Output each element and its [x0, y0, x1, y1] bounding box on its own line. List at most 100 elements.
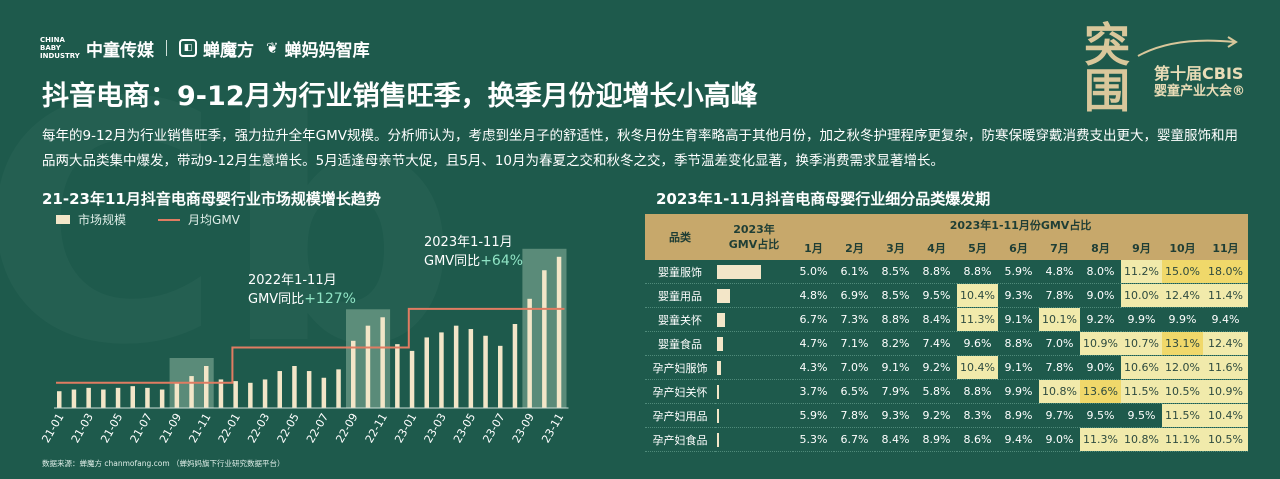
- month-header: 10月: [1162, 236, 1203, 260]
- gmv-cell: 8.8%: [881, 313, 910, 326]
- gmv-cell: 9.0%: [1086, 289, 1115, 302]
- header-group: 2023年1-11月份GMV占比: [793, 214, 1249, 236]
- gmv-cell: 9.1%: [1004, 313, 1033, 326]
- gmv-cell: 15.0%: [1162, 260, 1203, 284]
- monthly-gmv-line: [56, 307, 565, 384]
- x-tick-label: 21-05: [98, 411, 125, 445]
- gmv-cell: 5.8%: [922, 385, 951, 398]
- x-tick-label: 23-07: [480, 411, 507, 445]
- gmv-cell: 4.7%: [799, 337, 828, 350]
- share-bar: [717, 312, 726, 327]
- bar-mark: [483, 335, 488, 408]
- annotation-2022-line1: 2022年1-11月: [248, 273, 337, 288]
- header-logos: CHINA BABY INDUSTRY 中童传媒 ◧ 蝉魔方 ❦ 蝉妈妈智库: [40, 34, 370, 62]
- gmv-cell: 6.7%: [799, 313, 828, 326]
- gmv-cell: 5.0%: [799, 265, 828, 278]
- logo-chanmofang: ◧ 蝉魔方: [179, 36, 254, 61]
- bar-mark: [86, 387, 91, 408]
- month-header: 6月: [998, 236, 1039, 260]
- bar-mark: [248, 382, 253, 408]
- bar-mark: [365, 325, 371, 408]
- x-tick-label: 22-05: [275, 411, 302, 445]
- bar-mark: [71, 389, 77, 408]
- gmv-cell: 8.8%: [1004, 337, 1033, 350]
- bar-mark: [468, 329, 474, 408]
- gmv-cell: 3.7%: [799, 385, 828, 398]
- gmv-cell: 8.8%: [963, 385, 992, 398]
- bar-mark: [512, 324, 518, 408]
- bar-mark: [424, 337, 429, 408]
- bar-mark: [115, 387, 121, 408]
- bar-mark: [395, 344, 400, 408]
- logo-chanmofang-text: 蝉魔方: [203, 40, 254, 61]
- gmv-cell: 9.9%: [1004, 385, 1033, 398]
- header-share: 2023年 GMV占比: [715, 214, 793, 260]
- gmv-cell: 11.6%: [1203, 355, 1249, 380]
- logo-divider: [166, 40, 167, 56]
- bar-mark: [498, 345, 503, 408]
- share-cell: [715, 308, 793, 332]
- table-row: 婴童服饰 5.0% 6.1% 8.5% 8.8% 8.8% 5.9% 4.8% 8.0% 11.2…: [645, 260, 1249, 284]
- share-cell: [715, 404, 793, 428]
- gmv-cell: 9.5%: [922, 289, 951, 302]
- chanmama-icon: ❦: [266, 39, 279, 57]
- month-header: 4月: [916, 236, 957, 260]
- month-header-row: 1月 2月 3月 4月 5月 6月 7月 8月 9月 10月 11月: [645, 236, 1249, 260]
- annotation-2023: 2023年1-11月 GMV同比+64%: [424, 234, 523, 271]
- gmv-cell: 9.3%: [881, 409, 910, 422]
- gmv-cell: 8.8%: [963, 265, 992, 278]
- legend-bar-label: 市场规模: [78, 213, 127, 227]
- gmv-cell: 9.6%: [963, 337, 992, 350]
- gmv-cell: 9.2%: [922, 409, 951, 422]
- gmv-cell: 7.3%: [840, 313, 869, 326]
- x-tick-label: 23-01: [392, 411, 419, 445]
- gmv-cell: 9.0%: [1045, 433, 1074, 446]
- gmv-cell: 8.9%: [922, 433, 951, 446]
- logo-chanmama: ❦ 蝉妈妈智库: [266, 36, 370, 61]
- annotation-2022-line2: GMV同比: [248, 292, 305, 307]
- bar-mark: [204, 366, 209, 408]
- gmv-cell: 12.0%: [1162, 355, 1203, 380]
- gmv-cell: 10.5%: [1203, 427, 1249, 452]
- bar-mark: [321, 377, 327, 408]
- arrow-swoosh-icon: [1137, 36, 1238, 57]
- gmv-cell: 9.0%: [1086, 361, 1115, 374]
- gmv-cell: 10.8%: [1121, 427, 1162, 452]
- x-tick-label: 21-09: [157, 411, 184, 445]
- left-chart-title: 21-23年11月抖音电商母婴行业市场规模增长趋势: [42, 190, 381, 208]
- gmv-cell: 9.5%: [1127, 409, 1156, 422]
- bar-mark: [277, 371, 282, 408]
- month-header: 1月: [793, 236, 834, 260]
- gmv-cell: 5.9%: [799, 409, 828, 422]
- gmv-cell: 8.6%: [963, 433, 992, 446]
- category-name: 婴童关怀: [658, 313, 702, 327]
- conference-line1: 第十届CBIS: [1154, 64, 1244, 83]
- table-row: 孕产妇用品 5.9% 7.8% 9.3% 9.2% 8.3% 8.9% 9.7% 9.5% 9.5…: [645, 403, 1249, 428]
- share-bar: [717, 432, 720, 447]
- gmv-cell: 7.8%: [840, 409, 869, 422]
- x-tick-label: 21-11: [186, 411, 213, 445]
- gmv-cell: 7.4%: [922, 337, 951, 350]
- bar-mark: [380, 317, 385, 408]
- gmv-cell: 4.8%: [1045, 265, 1074, 278]
- gmv-cell: 8.3%: [963, 409, 992, 422]
- gmv-cell: 10.0%: [1121, 283, 1162, 308]
- table-body: 婴童服饰 5.0% 6.1% 8.5% 8.8% 8.8% 5.9% 4.8% 8.0% 11.2…: [645, 260, 1249, 452]
- bar-mark: [189, 376, 194, 408]
- gmv-cell: 8.5%: [881, 265, 910, 278]
- share-cell: [715, 380, 793, 404]
- legend-line-label: 月均GMV: [188, 213, 240, 227]
- share-bar: [717, 360, 721, 375]
- table-row: 婴童关怀 6.7% 7.3% 8.8% 8.4% 11.3% 9.1% 10.1% 9.2% 9.…: [645, 307, 1249, 332]
- category-name: 孕产妇服饰: [652, 361, 708, 375]
- gmv-cell: 4.3%: [799, 361, 828, 374]
- table-row: 婴童食品 4.7% 7.1% 8.2% 7.4% 9.6% 8.8% 7.0% 10.9% 10.…: [645, 331, 1249, 356]
- bar-mark: [527, 298, 532, 408]
- chart-legend: 市场规模 月均GMV: [56, 211, 240, 228]
- gmv-cell: 10.4%: [1203, 403, 1249, 428]
- gmv-cell: 9.9%: [1127, 313, 1156, 326]
- gmv-cell: 9.5%: [1086, 409, 1115, 422]
- gmv-cell: 13.1%: [1162, 331, 1203, 356]
- gmv-cell: 9.7%: [1045, 409, 1074, 422]
- conference-line2: 婴童产业大会®: [1154, 84, 1246, 99]
